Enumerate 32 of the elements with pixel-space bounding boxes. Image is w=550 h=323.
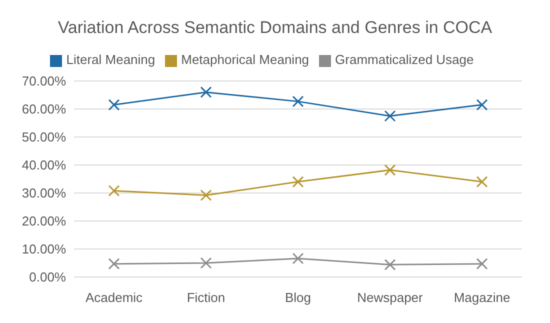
y-tick-label: 60.00% xyxy=(22,102,66,117)
point xyxy=(292,96,304,108)
x-tick-label: Blog xyxy=(284,290,312,306)
legend-label: Literal Meaning xyxy=(66,52,156,67)
point xyxy=(384,110,396,122)
y-tick-label: 20.00% xyxy=(22,214,66,229)
point xyxy=(108,99,120,111)
point xyxy=(200,189,212,201)
x-tick-label: Magazine xyxy=(454,290,510,306)
point xyxy=(108,258,120,270)
x-tick-label: Fiction xyxy=(186,290,226,306)
y-tick-label: 0.00% xyxy=(29,270,66,285)
y-tick-label: 10.00% xyxy=(22,242,66,257)
point xyxy=(476,99,488,111)
x-tick-label: Academic xyxy=(85,290,144,306)
x-tick-label: Newspaper xyxy=(357,290,424,306)
point xyxy=(200,257,212,269)
point xyxy=(108,185,120,197)
point xyxy=(200,86,212,98)
legend-label: Grammaticalized Usage xyxy=(335,52,474,67)
point xyxy=(476,176,488,188)
point xyxy=(384,164,396,176)
point xyxy=(292,252,304,264)
chart-title: Variation Across Semantic Domains and Genres in COCA xyxy=(56,17,494,39)
y-tick-label: 70.00% xyxy=(22,74,66,89)
y-tick-label: 40.00% xyxy=(22,158,66,173)
legend-label: Metaphorical Meaning xyxy=(181,52,310,67)
point xyxy=(476,258,488,270)
point xyxy=(384,258,396,270)
y-tick-label: 30.00% xyxy=(22,186,66,201)
y-tick-label: 50.00% xyxy=(22,130,66,145)
point xyxy=(292,176,304,188)
